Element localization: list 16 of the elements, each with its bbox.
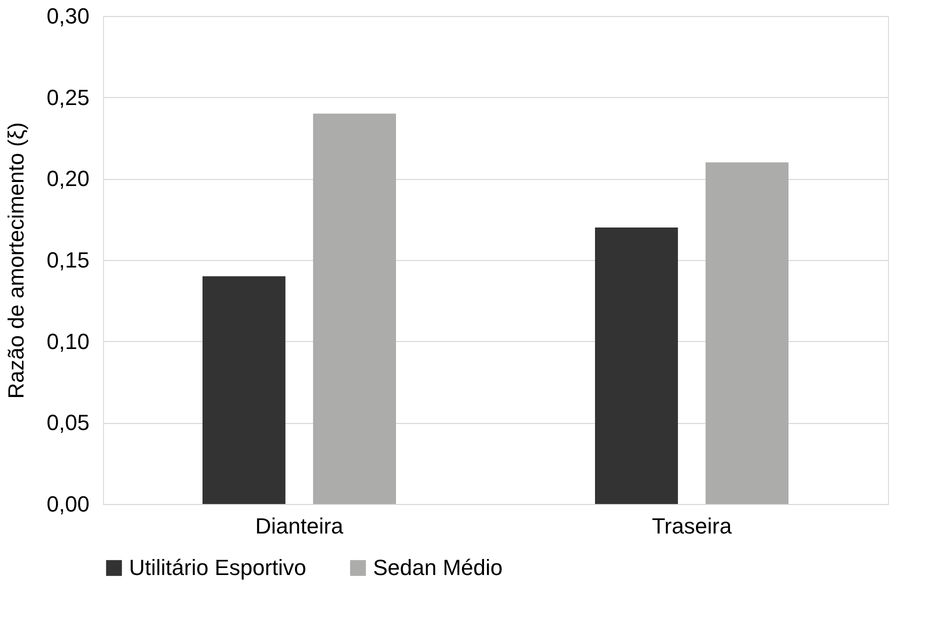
y-tick-label: 0,00 [46, 492, 90, 516]
y-tick-label: 0,30 [46, 4, 90, 28]
y-tick-label: 0,25 [46, 84, 90, 110]
bar [595, 227, 678, 504]
y-axis-title: Razão de amortecimento (ξ) [4, 122, 29, 399]
bar [706, 162, 788, 504]
x-tick-label: Traseira [652, 514, 732, 538]
bar [313, 114, 396, 504]
bar [202, 276, 286, 504]
y-tick-label: 0,10 [46, 328, 90, 354]
legend-label: Sedan Médio [373, 555, 503, 580]
legend-label: Utilitário Esportivo [129, 555, 306, 580]
x-tick-label: Dianteira [255, 514, 344, 538]
y-tick-label: 0,05 [46, 410, 90, 436]
y-tick-label: 0,15 [46, 248, 90, 272]
y-tick-label: 0,20 [46, 166, 90, 192]
